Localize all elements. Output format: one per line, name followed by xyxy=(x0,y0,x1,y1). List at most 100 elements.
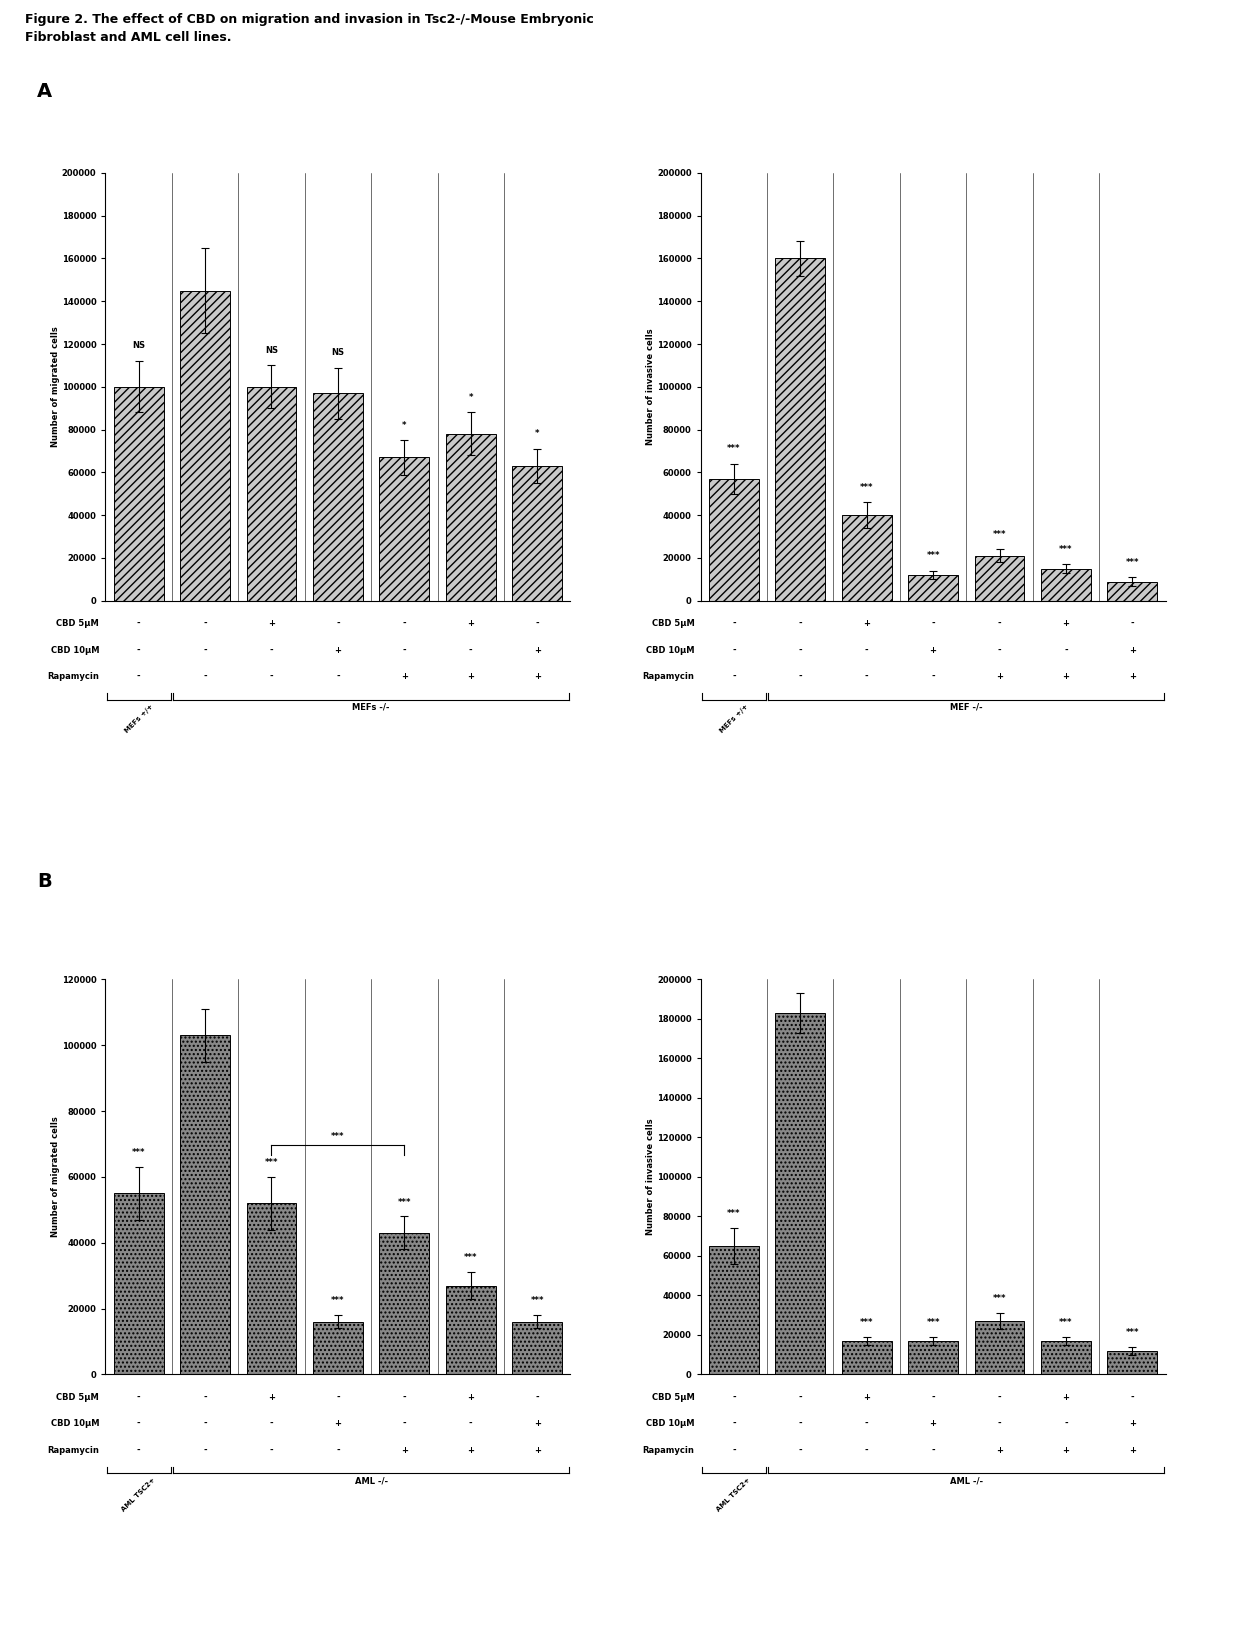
Text: ***: *** xyxy=(926,1318,940,1327)
Text: -: - xyxy=(269,1419,273,1429)
Text: Rapamycin: Rapamycin xyxy=(642,1445,694,1455)
Text: -: - xyxy=(203,672,207,681)
Text: CBD 5μM: CBD 5μM xyxy=(652,1393,694,1402)
Text: ***: *** xyxy=(727,1210,740,1218)
Text: +: + xyxy=(1128,1419,1136,1429)
Text: +: + xyxy=(1063,672,1069,681)
Text: Fibroblast and AML cell lines.: Fibroblast and AML cell lines. xyxy=(25,31,232,44)
Text: ***: *** xyxy=(993,1294,1007,1304)
Bar xyxy=(1107,1351,1157,1374)
Bar xyxy=(180,1035,229,1374)
Text: -: - xyxy=(799,619,802,629)
Bar xyxy=(709,1246,759,1374)
Text: +: + xyxy=(533,1445,541,1455)
Text: B: B xyxy=(37,872,52,892)
Text: -: - xyxy=(931,1445,935,1455)
Text: +: + xyxy=(268,1393,275,1402)
Text: -: - xyxy=(336,1393,340,1402)
Text: CBD 5μM: CBD 5μM xyxy=(652,619,694,629)
Text: -: - xyxy=(931,672,935,681)
Text: ***: *** xyxy=(331,1132,345,1141)
Text: Rapamycin: Rapamycin xyxy=(47,1445,99,1455)
Text: -: - xyxy=(799,1445,802,1455)
Text: +: + xyxy=(467,619,474,629)
Bar xyxy=(908,574,959,601)
Text: +: + xyxy=(930,1419,936,1429)
Text: -: - xyxy=(732,672,735,681)
Text: -: - xyxy=(864,1445,868,1455)
Text: -: - xyxy=(864,1419,868,1429)
Text: -: - xyxy=(136,1419,140,1429)
Text: -: - xyxy=(864,645,868,655)
Text: -: - xyxy=(203,619,207,629)
Text: +: + xyxy=(467,672,474,681)
Text: NS: NS xyxy=(265,346,278,356)
Text: +: + xyxy=(1063,1393,1069,1402)
Text: -: - xyxy=(203,1419,207,1429)
Text: ***: *** xyxy=(464,1254,477,1262)
Text: *: * xyxy=(469,393,472,402)
Bar xyxy=(114,1193,164,1374)
Text: -: - xyxy=(403,645,407,655)
Text: +: + xyxy=(1128,672,1136,681)
Bar xyxy=(908,1341,959,1374)
Text: +: + xyxy=(996,672,1003,681)
Bar xyxy=(842,515,892,601)
Text: CBD 10μM: CBD 10μM xyxy=(646,645,694,655)
Bar xyxy=(512,466,562,601)
Text: -: - xyxy=(269,672,273,681)
Text: ***: *** xyxy=(926,551,940,560)
Bar xyxy=(379,1233,429,1374)
Y-axis label: Number of migrated cells: Number of migrated cells xyxy=(51,326,61,448)
Bar xyxy=(775,1012,825,1374)
Y-axis label: Number of invasive cells: Number of invasive cells xyxy=(646,329,656,444)
Text: -: - xyxy=(732,1445,735,1455)
Text: -: - xyxy=(336,672,340,681)
Text: -: - xyxy=(1064,645,1068,655)
Text: +: + xyxy=(401,1445,408,1455)
Text: AML -/-: AML -/- xyxy=(950,1476,983,1485)
Text: -: - xyxy=(931,1393,935,1402)
Bar xyxy=(247,387,296,601)
Text: ***: *** xyxy=(859,1318,873,1327)
Bar xyxy=(842,1341,892,1374)
Text: -: - xyxy=(864,672,868,681)
Bar xyxy=(1107,581,1157,601)
Text: CBD 10μM: CBD 10μM xyxy=(51,1419,99,1429)
Bar xyxy=(775,258,825,601)
Text: MEFs +/+: MEFs +/+ xyxy=(718,703,749,734)
Text: -: - xyxy=(799,1419,802,1429)
Text: +: + xyxy=(533,672,541,681)
Text: AML -/-: AML -/- xyxy=(355,1476,388,1485)
Text: -: - xyxy=(403,1393,407,1402)
Text: +: + xyxy=(533,645,541,655)
Text: -: - xyxy=(203,645,207,655)
Text: -: - xyxy=(203,1445,207,1455)
Text: +: + xyxy=(467,1445,474,1455)
Text: -: - xyxy=(336,619,340,629)
Text: -: - xyxy=(136,645,140,655)
Text: -: - xyxy=(136,1393,140,1402)
Text: +: + xyxy=(930,645,936,655)
Text: -: - xyxy=(799,672,802,681)
Text: -: - xyxy=(1131,619,1135,629)
Text: CBD 10μM: CBD 10μM xyxy=(646,1419,694,1429)
Text: -: - xyxy=(269,645,273,655)
Text: AML TSC2+: AML TSC2+ xyxy=(715,1476,751,1513)
Bar xyxy=(709,479,759,601)
Text: -: - xyxy=(403,619,407,629)
Text: -: - xyxy=(336,1445,340,1455)
Text: -: - xyxy=(536,1393,539,1402)
Text: -: - xyxy=(998,619,1002,629)
Y-axis label: Number of invasive cells: Number of invasive cells xyxy=(646,1119,656,1234)
Text: CBD 5μM: CBD 5μM xyxy=(57,619,99,629)
Text: Rapamycin: Rapamycin xyxy=(47,672,99,681)
Text: +: + xyxy=(335,1419,341,1429)
Text: -: - xyxy=(136,672,140,681)
Text: -: - xyxy=(732,1393,735,1402)
Text: -: - xyxy=(536,619,539,629)
Text: -: - xyxy=(799,1393,802,1402)
Text: +: + xyxy=(1128,645,1136,655)
Text: CBD 10μM: CBD 10μM xyxy=(51,645,99,655)
Text: -: - xyxy=(1064,1419,1068,1429)
